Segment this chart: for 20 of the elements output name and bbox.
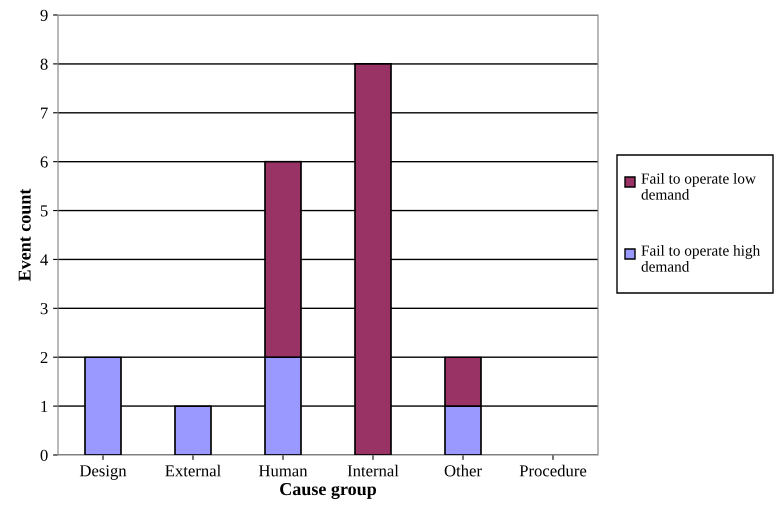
y-axis-title: Event count — [18, 188, 31, 282]
x-axis-title: Cause group — [280, 483, 376, 499]
y-tick-label: 0 — [40, 450, 48, 461]
x-tick-label: Procedure — [520, 464, 586, 476]
x-tick-label: Other — [444, 464, 482, 476]
x-tick-label: Human — [258, 465, 308, 476]
y-tick-label: 8 — [40, 58, 48, 70]
legend-label: Fail to operate high demand — [641, 245, 760, 272]
y-tick-label: 6 — [40, 156, 48, 168]
x-tick-label: Design — [80, 465, 126, 480]
y-tick-label: 2 — [40, 352, 48, 364]
x-tick-label: Internal — [348, 464, 399, 476]
y-tick-label: 1 — [41, 400, 48, 412]
y-tick-label: 4 — [40, 254, 48, 266]
y-tick-label: 9 — [40, 10, 48, 21]
y-tick-label: 5 — [40, 205, 48, 216]
x-tick-label: External — [165, 464, 221, 476]
legend-label: Fail to operate low demand — [641, 173, 756, 200]
y-tick-label: 7 — [41, 108, 48, 119]
y-tick-label: 3 — [40, 303, 48, 314]
